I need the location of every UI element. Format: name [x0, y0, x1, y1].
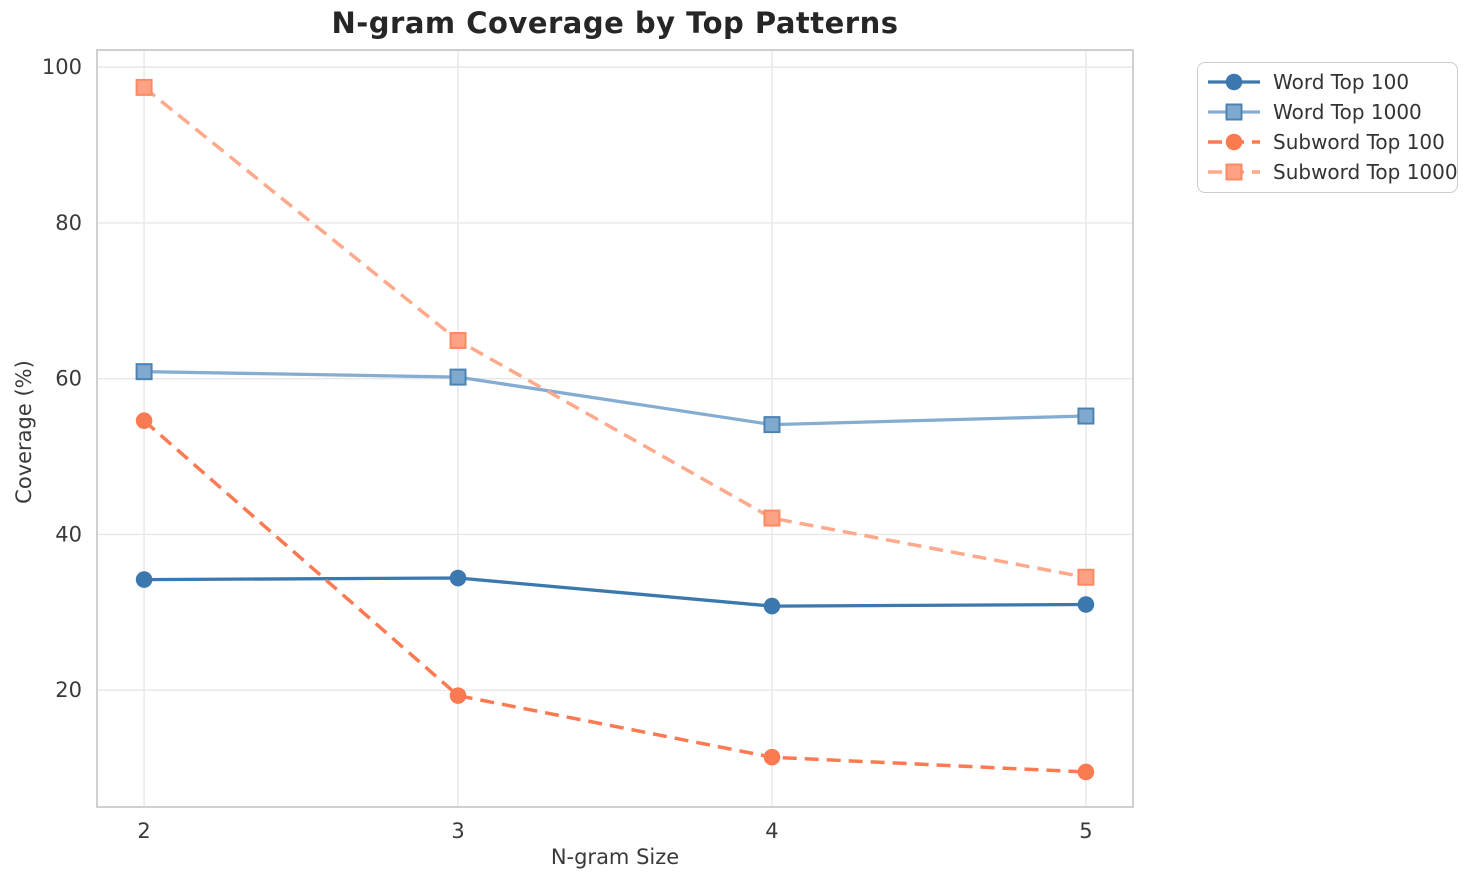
marker-word-top-100 [449, 569, 467, 587]
legend: Word Top 100 Word Top 1000 Subword Top 100… [1197, 62, 1458, 193]
y-tick-label: 80 [55, 211, 82, 235]
marker-word-top-1000 [135, 363, 153, 381]
x-axis-label: N-gram Size [550, 845, 680, 869]
chart-title: N-gram Coverage by Top Patterns [331, 6, 899, 40]
legend-item-label: Subword Top 1000 [1273, 160, 1458, 184]
legend-swatch-icon [1208, 133, 1260, 151]
x-tick-labels: 2 3 4 5 [137, 819, 1092, 843]
x-tick-label: 5 [1079, 819, 1092, 843]
series-lines [142, 86, 1087, 774]
x-tick-label: 3 [451, 819, 464, 843]
series-markers [135, 78, 1095, 781]
legend-item-subword-top-1000: Subword Top 1000 [1198, 157, 1458, 187]
x-tick-label: 2 [137, 819, 150, 843]
y-axis-label: Coverage (%) [12, 360, 36, 504]
legend-swatch-icon [1208, 103, 1260, 121]
marker-subword-top-1000 [1077, 568, 1095, 586]
legend-item-word-top-1000: Word Top 1000 [1198, 97, 1457, 127]
gridlines [97, 50, 1133, 807]
marker-word-top-1000 [763, 416, 781, 434]
marker-subword-top-1000 [763, 509, 781, 527]
marker-word-top-100 [1077, 596, 1095, 613]
legend-item-label: Subword Top 100 [1273, 130, 1445, 154]
legend-item-word-top-100: Word Top 100 [1198, 67, 1457, 97]
marker-word-top-100 [135, 571, 153, 588]
marker-subword-top-100 [449, 687, 467, 704]
y-tick-label: 40 [55, 522, 82, 546]
series-line-word-top-100 [144, 576, 1086, 608]
legend-swatch-icon [1208, 73, 1260, 91]
plot-border [96, 49, 1134, 808]
legend-swatch-icon [1208, 163, 1260, 181]
series-line-word-top-1000 [144, 369, 1086, 427]
marker-subword-top-1000 [135, 78, 153, 96]
marker-subword-top-100 [1077, 763, 1095, 781]
series-line-subword-top-1000 [143, 86, 1087, 580]
y-tick-label: 100 [42, 55, 82, 79]
legend-item-subword-top-100: Subword Top 100 [1198, 127, 1457, 157]
x-tick-label: 4 [765, 819, 778, 843]
plot-area-border [96, 49, 1134, 808]
legend-item-label: Word Top 1000 [1273, 100, 1422, 124]
marker-subword-top-1000 [449, 331, 467, 349]
marker-word-top-100 [763, 597, 781, 615]
y-tick-label: 60 [55, 367, 82, 391]
legend-item-label: Word Top 100 [1273, 70, 1410, 94]
y-tick-label: 20 [55, 678, 82, 702]
marker-word-top-1000 [1077, 407, 1095, 425]
marker-subword-top-100 [135, 412, 153, 430]
y-tick-labels: 20 40 60 80 100 [42, 55, 82, 702]
marker-subword-top-100 [763, 748, 781, 766]
marker-word-top-1000 [449, 368, 467, 386]
series-line-subword-top-100 [142, 419, 1086, 774]
